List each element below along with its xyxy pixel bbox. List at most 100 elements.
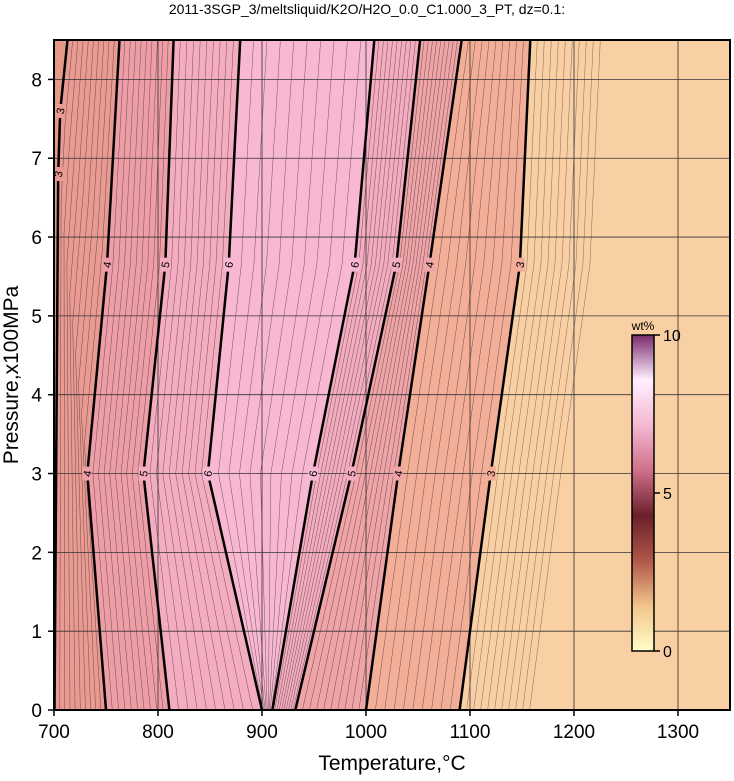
minor-contour	[72, 40, 94, 710]
minor-contour	[103, 40, 136, 710]
x-tick-label: 800	[142, 722, 174, 743]
minor-contour	[487, 40, 559, 710]
minor-contour	[393, 40, 483, 710]
minor-contour	[126, 40, 158, 710]
minor-contour	[218, 40, 264, 710]
minor-contour	[375, 40, 469, 710]
minor-contour	[92, 40, 126, 710]
minor-contour	[156, 40, 189, 710]
minor-contour	[330, 40, 442, 710]
minor-contour	[274, 40, 380, 710]
contour-line	[294, 40, 422, 710]
contour-label-bg	[223, 257, 234, 272]
minor-contour	[175, 40, 216, 710]
minor-contour	[109, 40, 142, 710]
y-tick-label: 4	[31, 386, 42, 407]
minor-contour	[75, 40, 99, 710]
minor-contour	[188, 40, 235, 710]
minor-contour	[181, 40, 226, 710]
contour-label: 5	[391, 261, 404, 269]
contour-label-bg	[349, 257, 360, 272]
contour-label-bg	[160, 257, 171, 272]
minor-contour	[98, 40, 131, 710]
contour-label: 3	[53, 170, 66, 178]
minor-contour	[283, 40, 398, 710]
contour-label-bg	[55, 103, 66, 118]
contour-line	[206, 40, 264, 710]
x-axis-label: Temperature,°C	[318, 752, 465, 775]
colorbar-label: wt%	[631, 319, 655, 333]
minor-contour	[115, 40, 147, 710]
y-tick-label: 0	[31, 701, 42, 722]
contour-label: 6	[308, 470, 321, 478]
colorbar-tick-label: 5	[663, 486, 672, 503]
contour-label: 3	[55, 107, 68, 115]
y-tick-label: 6	[31, 228, 42, 249]
minor-contour	[344, 40, 450, 710]
minor-contour	[149, 40, 181, 710]
colorbar-tick-label: 10	[663, 328, 681, 345]
y-tick-label: 5	[31, 307, 42, 328]
minor-contour	[260, 40, 308, 710]
plot-frame	[53, 39, 731, 711]
minor-contour	[421, 40, 504, 710]
minor-contour	[515, 40, 587, 710]
minor-contour	[78, 40, 105, 710]
minor-contour	[384, 40, 476, 710]
minor-contour	[239, 40, 281, 710]
minor-contour	[440, 40, 517, 710]
axes: 700 800 900 1000 1100 1200 1300 0 1 2 3 4 5 6 7 8	[31, 70, 699, 743]
minor-contour	[69, 40, 89, 710]
minor-contour	[271, 40, 362, 710]
minor-contour	[270, 40, 348, 710]
minor-contour	[292, 40, 416, 710]
minor-contour	[529, 40, 601, 710]
contour-label: 3	[514, 261, 527, 269]
minor-contour	[66, 40, 84, 710]
contour-label-bg	[138, 466, 149, 481]
x-tick-label: 1200	[553, 722, 595, 743]
x-tick-label: 1000	[345, 722, 387, 743]
contour-label: 5	[160, 261, 173, 269]
colorbar-scale	[631, 334, 655, 652]
minor-contour	[168, 40, 207, 710]
contour-label-bg	[54, 167, 64, 181]
contour-line	[54, 40, 69, 710]
contour-label-bg	[424, 257, 435, 272]
minor-contour	[63, 40, 79, 710]
minor-contour	[309, 40, 429, 710]
y-tick-label: 7	[31, 149, 42, 170]
minor-contour	[201, 40, 253, 710]
minor-contour	[281, 40, 393, 710]
minor-contour	[137, 40, 169, 710]
contour-label: 4	[82, 470, 95, 478]
x-tick-label: 700	[38, 722, 70, 743]
contour-label-bg	[391, 257, 402, 272]
minor-contour	[337, 40, 446, 710]
minor-contour	[288, 40, 407, 710]
minor-contour	[522, 40, 594, 710]
minor-contour	[412, 40, 497, 710]
y-tick-label: 1	[31, 622, 42, 643]
contour-label-bg	[485, 466, 496, 481]
minor-contour	[267, 40, 321, 710]
contour-label-bg	[393, 466, 404, 481]
contour-label-bg	[82, 466, 93, 481]
contour-line	[271, 40, 376, 710]
contour-line	[86, 40, 121, 710]
minor-contour	[194, 40, 244, 710]
colorbar-tick-label: 0	[663, 644, 672, 661]
minor-contour	[276, 40, 384, 710]
minor-contour	[59, 40, 73, 710]
y-tick-label: 3	[31, 465, 42, 486]
minor-contour	[269, 40, 335, 710]
contour-label-bg	[307, 466, 318, 481]
contour-label: 5	[346, 470, 359, 478]
minor-contour	[473, 40, 545, 710]
minor-contour	[358, 40, 458, 710]
minor-contour	[84, 40, 115, 710]
contour-label: 4	[424, 261, 437, 269]
chart-title: 2011-3SGP_3/meltsliquid/K2O/H2O_0.0_C1.0…	[169, 1, 565, 17]
minor-contour	[162, 40, 198, 710]
minor-contour	[449, 40, 524, 710]
